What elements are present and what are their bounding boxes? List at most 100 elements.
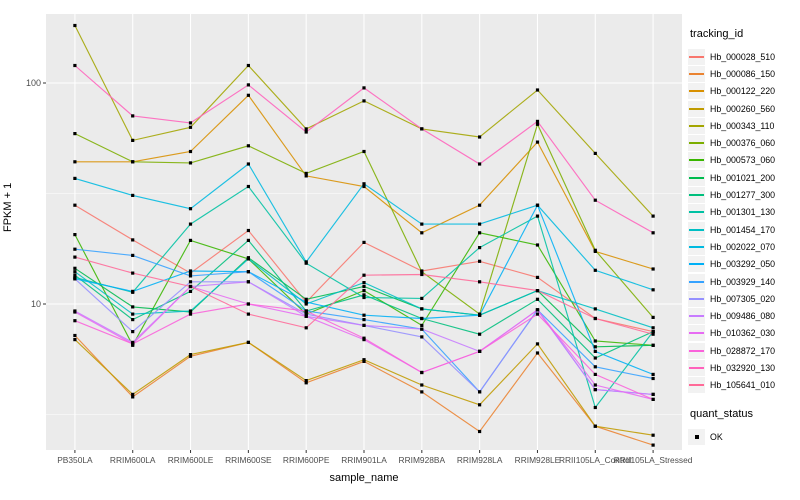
legend-swatch-line [689, 107, 704, 110]
data-point [478, 429, 482, 434]
data-point [593, 268, 597, 272]
data-point [535, 243, 540, 247]
legend-item: Hb_028872_170 [688, 342, 800, 359]
legend-item-label: Hb_105641_010 [710, 380, 776, 391]
data-point [651, 376, 655, 381]
data-point [131, 330, 135, 334]
data-point [131, 138, 135, 142]
data-point [73, 310, 77, 314]
legend-key [688, 308, 705, 325]
legend-key [688, 359, 705, 376]
legend-swatch-line [689, 280, 704, 283]
data-point [246, 238, 250, 242]
data-point [420, 390, 424, 394]
data-point [73, 63, 77, 68]
legend-swatch-line [689, 349, 704, 352]
legend-key [688, 325, 705, 342]
data-point [362, 284, 366, 289]
data-point [73, 319, 77, 323]
legend-key [688, 342, 705, 359]
data-point [593, 424, 597, 428]
legend-swatch-line [689, 194, 704, 197]
data-point [246, 63, 250, 68]
data-point [420, 335, 424, 339]
data-point [420, 327, 424, 331]
data-point [593, 365, 597, 369]
data-point [535, 203, 540, 207]
data-point [246, 340, 250, 344]
data-point [593, 198, 597, 202]
legend-key [688, 152, 705, 169]
data-point [593, 372, 597, 376]
data-point [304, 174, 308, 178]
legend-item-label: Hb_003292_050 [710, 259, 776, 270]
legend-title-tracking-id: tracking_id [690, 28, 744, 40]
data-point [304, 300, 308, 304]
data-point [420, 222, 424, 226]
data-point [362, 182, 366, 186]
data-point [304, 171, 308, 175]
data-point [73, 176, 77, 180]
data-point [246, 144, 250, 148]
data-point [535, 297, 540, 301]
legend-item-label: Hb_000122_220 [710, 86, 776, 97]
x-axis-tick-label: RRIM600SE [225, 455, 272, 465]
legend-key [688, 187, 705, 204]
data-point [420, 296, 424, 300]
legend-key [688, 290, 705, 307]
data-point [593, 316, 597, 321]
data-point [478, 231, 482, 235]
data-point [362, 240, 366, 244]
legend-item: Hb_002022_070 [688, 238, 800, 255]
legend-swatch-line [689, 315, 704, 318]
data-point [188, 125, 193, 129]
y-axis-tick-label: 10 [31, 299, 41, 309]
data-point [131, 193, 135, 197]
legend-item-label: Hb_009486_080 [710, 311, 776, 322]
x-axis-tick-label: PB350LA [57, 455, 93, 465]
data-point [73, 338, 77, 342]
legend-item-label: Hb_001454_170 [710, 224, 776, 235]
data-point [246, 270, 250, 274]
legend-key [688, 100, 705, 117]
x-axis-tick-label: RRIM928LE [515, 455, 561, 465]
legend-swatch-line [689, 332, 704, 335]
data-point [304, 309, 308, 313]
data-point [188, 238, 193, 242]
data-point [478, 246, 482, 250]
legend-item: Hb_001301_130 [688, 204, 800, 221]
legend-key [688, 238, 705, 255]
data-point [478, 222, 482, 226]
legend-swatch-line [689, 55, 704, 58]
legend-key [688, 48, 705, 65]
data-point [131, 312, 135, 316]
data-point [420, 370, 424, 375]
data-point [651, 326, 655, 330]
data-point [593, 388, 597, 392]
legend: tracking_id Hb_000028_510 Hb_000086_150 Hb… [688, 28, 800, 445]
y-axis-tick-label: 100 [26, 78, 41, 88]
data-point [73, 273, 77, 277]
data-point [535, 351, 540, 355]
data-point [131, 238, 135, 242]
data-point [304, 302, 308, 306]
legend-swatch-line [689, 72, 704, 75]
data-point [73, 160, 77, 164]
legend-key [688, 169, 705, 186]
data-point [188, 284, 193, 289]
legend-item: Hb_009486_080 [688, 307, 800, 325]
data-point [73, 233, 77, 237]
data-point [478, 403, 482, 407]
data-point [131, 395, 135, 399]
x-axis-tick-label: RRIM600LA [110, 455, 156, 465]
legend-item: Hb_003292_050 [688, 256, 800, 273]
legend-swatch-line [689, 366, 704, 369]
y-axis-title: FPKM + 1 [2, 182, 14, 232]
data-point [246, 83, 250, 87]
data-point [188, 289, 193, 293]
data-point [651, 392, 655, 396]
data-point [651, 214, 655, 218]
legend-item-label: Hb_001301_130 [710, 207, 776, 218]
data-point [651, 397, 655, 401]
data-point [478, 135, 482, 139]
